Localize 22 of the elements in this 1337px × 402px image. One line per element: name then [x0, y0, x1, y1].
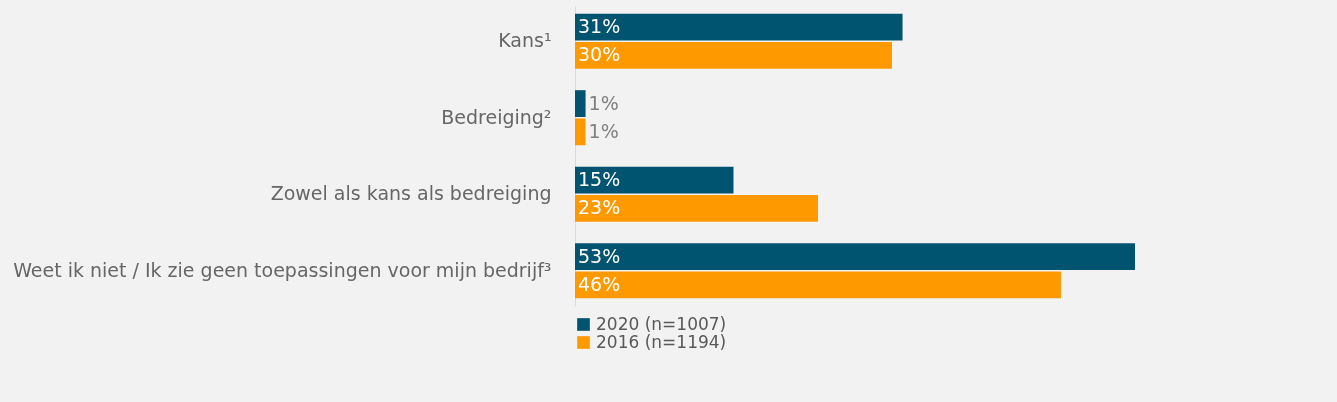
bar	[575, 271, 1062, 299]
data-label: 31%	[578, 15, 621, 38]
legend-label: 2020 (n=1007)	[596, 313, 727, 334]
data-label: 23%	[578, 196, 621, 219]
bar	[575, 118, 586, 146]
y-tick-label: Kans¹	[498, 29, 552, 52]
data-label: 1%	[588, 91, 619, 114]
data-label: 30%	[578, 43, 621, 66]
legend-label: 2016 (n=1194)	[596, 331, 727, 352]
y-tick-label: Weet ik niet / Ik zie geen toepassingen voor mijn bedrijf³	[13, 258, 552, 281]
y-tick-label: Bedreiging²	[441, 105, 552, 128]
data-label: 53%	[578, 244, 621, 267]
bar	[575, 166, 734, 194]
data-label: 15%	[578, 168, 621, 191]
bar	[575, 194, 819, 222]
bar	[575, 13, 903, 41]
bar	[575, 243, 1135, 271]
bar	[575, 90, 586, 118]
data-label: 1%	[588, 119, 619, 142]
y-tick-label: Zowel als kans als bedreiging	[270, 182, 552, 205]
bar	[575, 41, 892, 69]
data-label: 46%	[578, 272, 621, 295]
